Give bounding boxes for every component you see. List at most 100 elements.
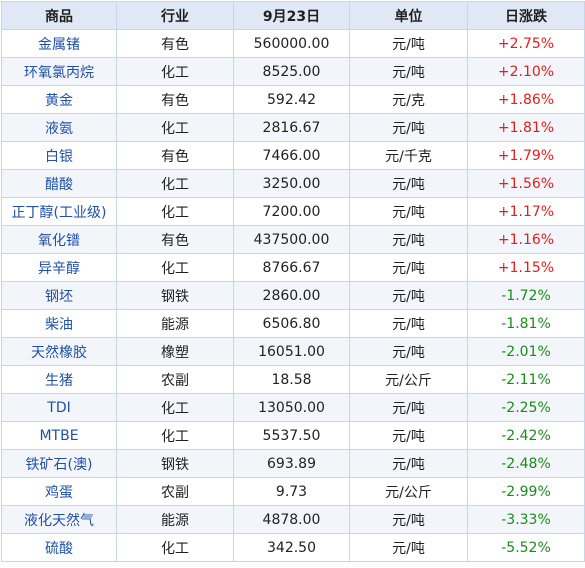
unit-cell: 元/吨	[349, 113, 468, 142]
commodity-name-link[interactable]: 硫酸	[1, 533, 117, 562]
price-cell: 4878.00	[233, 505, 350, 534]
price-cell: 8525.00	[233, 57, 350, 86]
daily-change-cell: +1.81%	[467, 113, 585, 142]
price-cell: 2860.00	[233, 281, 350, 310]
unit-cell: 元/公斤	[349, 477, 468, 506]
table-row: 环氧氯丙烷 化工 8525.00 元/吨 +2.10%	[1, 57, 585, 86]
daily-change-cell: +2.75%	[467, 29, 585, 58]
price-cell: 8766.67	[233, 253, 350, 282]
price-cell: 693.89	[233, 449, 350, 478]
commodity-name-link[interactable]: 鸡蛋	[1, 477, 117, 506]
commodity-name-link[interactable]: 氧化镨	[1, 225, 117, 254]
unit-cell: 元/吨	[349, 29, 468, 58]
daily-change-cell: -2.42%	[467, 421, 585, 450]
industry-cell: 化工	[116, 533, 234, 562]
industry-cell: 农副	[116, 477, 234, 506]
industry-cell: 钢铁	[116, 281, 234, 310]
unit-cell: 元/吨	[349, 197, 468, 226]
industry-cell: 化工	[116, 253, 234, 282]
commodity-name-link[interactable]: 黄金	[1, 85, 117, 114]
commodity-name-link[interactable]: TDI	[1, 393, 117, 422]
table-row: 金属锗 有色 560000.00 元/吨 +2.75%	[1, 29, 585, 58]
commodity-name-link[interactable]: 液氨	[1, 113, 117, 142]
industry-cell: 有色	[116, 141, 234, 170]
unit-cell: 元/吨	[349, 449, 468, 478]
daily-change-cell: -1.81%	[467, 309, 585, 338]
commodity-name-link[interactable]: 液化天然气	[1, 505, 117, 534]
commodity-name-link[interactable]: 白银	[1, 141, 117, 170]
unit-cell: 元/吨	[349, 225, 468, 254]
commodity-name-link[interactable]: 钢坯	[1, 281, 117, 310]
commodity-name-link[interactable]: 天然橡胶	[1, 337, 117, 366]
table-row: 天然橡胶 橡塑 16051.00 元/吨 -2.01%	[1, 337, 585, 366]
commodity-name-link[interactable]: 醋酸	[1, 169, 117, 198]
unit-cell: 元/吨	[349, 505, 468, 534]
daily-change-cell: +1.15%	[467, 253, 585, 282]
industry-cell: 化工	[116, 57, 234, 86]
table-row: MTBE 化工 5537.50 元/吨 -2.42%	[1, 421, 585, 450]
industry-cell: 化工	[116, 393, 234, 422]
industry-cell: 农副	[116, 365, 234, 394]
daily-change-cell: -1.72%	[467, 281, 585, 310]
price-cell: 2816.67	[233, 113, 350, 142]
unit-cell: 元/克	[349, 85, 468, 114]
unit-cell: 元/吨	[349, 281, 468, 310]
header-daily-change[interactable]: 日涨跌	[467, 1, 585, 30]
price-cell: 560000.00	[233, 29, 350, 58]
commodity-name-link[interactable]: 金属锗	[1, 29, 117, 58]
daily-change-cell: +1.17%	[467, 197, 585, 226]
table-row: 钢坯 钢铁 2860.00 元/吨 -1.72%	[1, 281, 585, 310]
industry-cell: 有色	[116, 29, 234, 58]
price-cell: 16051.00	[233, 337, 350, 366]
industry-cell: 有色	[116, 225, 234, 254]
price-cell: 592.42	[233, 85, 350, 114]
price-cell: 3250.00	[233, 169, 350, 198]
table-row: 氧化镨 有色 437500.00 元/吨 +1.16%	[1, 225, 585, 254]
industry-cell: 有色	[116, 85, 234, 114]
industry-cell: 钢铁	[116, 449, 234, 478]
commodity-name-link[interactable]: MTBE	[1, 421, 117, 450]
table-row: 异辛醇 化工 8766.67 元/吨 +1.15%	[1, 253, 585, 282]
table-row: 醋酸 化工 3250.00 元/吨 +1.56%	[1, 169, 585, 198]
industry-cell: 橡塑	[116, 337, 234, 366]
industry-cell: 化工	[116, 169, 234, 198]
commodity-name-link[interactable]: 正丁醇(工业级)	[1, 197, 117, 226]
unit-cell: 元/吨	[349, 337, 468, 366]
commodity-name-link[interactable]: 环氧氯丙烷	[1, 57, 117, 86]
table-body: 金属锗 有色 560000.00 元/吨 +2.75% 环氧氯丙烷 化工 8525.00 元/吨…	[1, 29, 585, 562]
daily-change-cell: -2.48%	[467, 449, 585, 478]
header-commodity[interactable]: 商品	[1, 1, 117, 30]
unit-cell: 元/吨	[349, 309, 468, 338]
daily-change-cell: +1.16%	[467, 225, 585, 254]
header-date-price[interactable]: 9月23日	[233, 1, 350, 30]
unit-cell: 元/吨	[349, 169, 468, 198]
table-row: 生猪 农副 18.58 元/公斤 -2.11%	[1, 365, 585, 394]
table-row: 正丁醇(工业级) 化工 7200.00 元/吨 +1.17%	[1, 197, 585, 226]
commodity-name-link[interactable]: 铁矿石(澳)	[1, 449, 117, 478]
commodity-name-link[interactable]: 异辛醇	[1, 253, 117, 282]
industry-cell: 化工	[116, 113, 234, 142]
unit-cell: 元/吨	[349, 57, 468, 86]
price-cell: 9.73	[233, 477, 350, 506]
daily-change-cell: +1.56%	[467, 169, 585, 198]
price-cell: 342.50	[233, 533, 350, 562]
unit-cell: 元/吨	[349, 393, 468, 422]
daily-change-cell: -3.33%	[467, 505, 585, 534]
header-industry[interactable]: 行业	[116, 1, 234, 30]
header-row: 商品 行业 9月23日 单位 日涨跌	[1, 1, 585, 30]
daily-change-cell: -2.01%	[467, 337, 585, 366]
table-row: 鸡蛋 农副 9.73 元/公斤 -2.99%	[1, 477, 585, 506]
daily-change-cell: -2.11%	[467, 365, 585, 394]
industry-cell: 化工	[116, 421, 234, 450]
industry-cell: 能源	[116, 309, 234, 338]
commodity-name-link[interactable]: 生猪	[1, 365, 117, 394]
commodity-name-link[interactable]: 柴油	[1, 309, 117, 338]
table-row: 铁矿石(澳) 钢铁 693.89 元/吨 -2.48%	[1, 449, 585, 478]
daily-change-cell: -2.25%	[467, 393, 585, 422]
header-unit[interactable]: 单位	[349, 1, 468, 30]
unit-cell: 元/吨	[349, 253, 468, 282]
industry-cell: 能源	[116, 505, 234, 534]
price-cell: 437500.00	[233, 225, 350, 254]
industry-cell: 化工	[116, 197, 234, 226]
